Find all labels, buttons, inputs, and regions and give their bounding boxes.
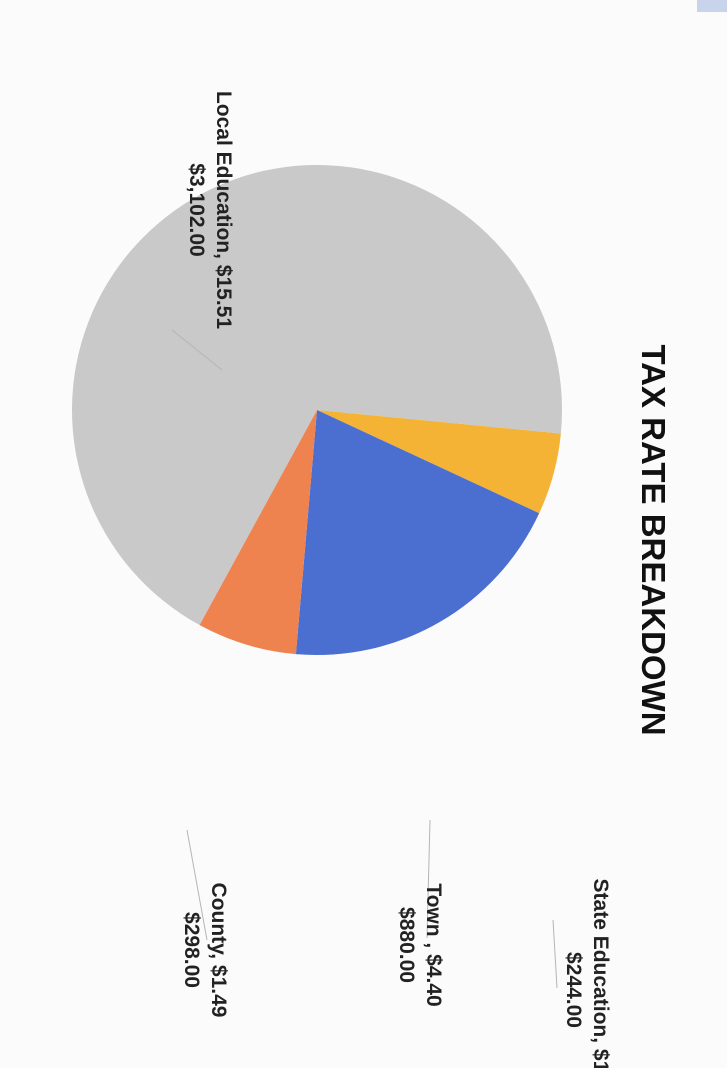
slice-label: State Education, $1.22$244.00 — [562, 879, 612, 1068]
leader-line — [426, 819, 431, 939]
pie-slice-town — [295, 410, 540, 655]
slice-labels: State Education, $1.22$244.00 Town , $4.4… — [180, 91, 612, 1068]
pie-slice-state-education — [317, 410, 561, 514]
page-corner-tab — [697, 0, 727, 12]
slice-label: Town , $4.40$880.00 — [395, 883, 445, 1006]
leader-line — [171, 329, 223, 371]
leader-lines — [171, 329, 558, 989]
chart-title: TAX RATE BREAKDOWN — [635, 344, 672, 735]
leader-line — [552, 919, 558, 989]
slice-label: Local Education, $15.51$3,102.00 — [185, 91, 235, 329]
pie-slice-local-education — [72, 165, 562, 625]
slice-label: County, $1.49$298.00 — [180, 883, 230, 1018]
pie-slices — [72, 165, 562, 655]
leader-line — [186, 829, 208, 941]
pie-slice-county — [199, 410, 317, 655]
